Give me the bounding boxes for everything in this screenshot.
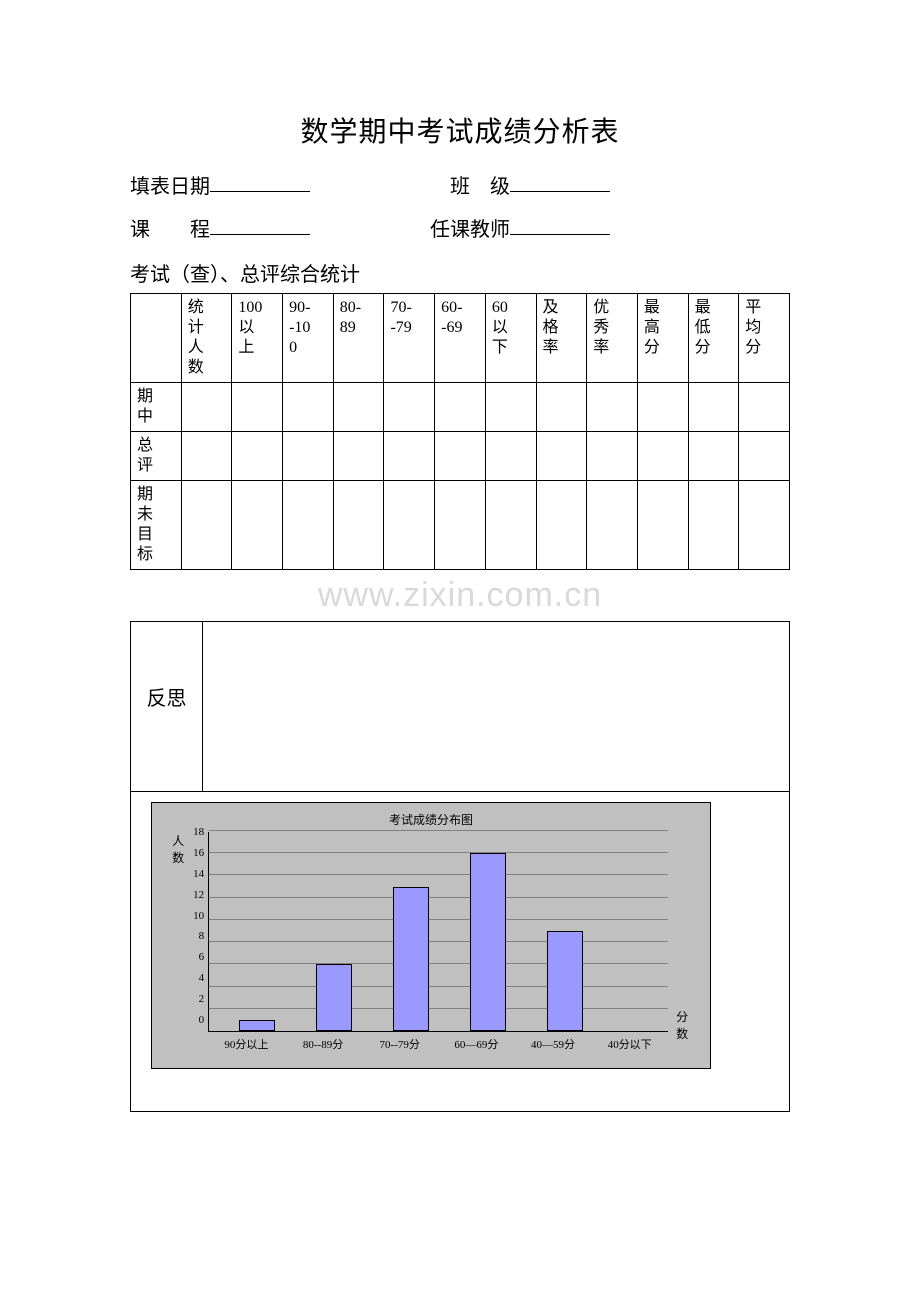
date-label: 填表日期: [130, 170, 210, 199]
class-blank[interactable]: [510, 170, 610, 192]
chart-bar: [393, 887, 429, 1031]
reflect-body[interactable]: [203, 622, 790, 792]
stats-cell[interactable]: [485, 481, 536, 570]
stats-cell[interactable]: [333, 383, 384, 432]
table-row: 期未目标: [131, 481, 790, 570]
stats-row-header: 期未目标: [131, 481, 182, 570]
stats-cell[interactable]: [435, 432, 486, 481]
course-label: 课 程: [130, 213, 210, 242]
stats-cell[interactable]: [688, 383, 739, 432]
date-blank[interactable]: [210, 170, 310, 192]
watermark: www.zixin.com.cn: [130, 576, 790, 615]
chart-bar: [470, 853, 506, 1031]
stats-col-header: 统计人数: [181, 294, 232, 383]
info-row-2: 课 程 任课教师: [130, 213, 790, 242]
stats-cell[interactable]: [283, 383, 334, 432]
chart-xlabel: 分数: [676, 1008, 698, 1052]
stats-cell[interactable]: [181, 481, 232, 570]
stats-cell[interactable]: [181, 383, 232, 432]
stats-col-header: 优秀率: [587, 294, 638, 383]
chart-bar: [239, 1020, 275, 1031]
table-row: 期中: [131, 383, 790, 432]
stats-cell[interactable]: [536, 481, 587, 570]
class-label: 班 级: [450, 170, 510, 199]
chart-cell: 考试成绩分布图 人数 181614121086420 90分以上80--89分7…: [131, 792, 790, 1112]
stats-cell[interactable]: [485, 432, 536, 481]
stats-row-header: 总评: [131, 432, 182, 481]
stats-col-header: 80-89: [333, 294, 384, 383]
stats-cell[interactable]: [333, 481, 384, 570]
page-title: 数学期中考试成绩分析表: [130, 110, 790, 150]
stats-cell[interactable]: [333, 432, 384, 481]
reflect-label: 反思: [131, 622, 203, 792]
stats-col-header: 60--69: [435, 294, 486, 383]
teacher-blank[interactable]: [510, 213, 610, 235]
stats-col-header: 最低分: [688, 294, 739, 383]
teacher-label: 任课教师: [430, 213, 510, 242]
stats-cell[interactable]: [637, 481, 688, 570]
reflect-table: 反思 考试成绩分布图 人数 181614121086420 90分以上80--8…: [130, 621, 790, 1112]
stats-cell[interactable]: [232, 383, 283, 432]
stats-col-header: 90--100: [283, 294, 334, 383]
chart-plot-area: [208, 832, 668, 1032]
stats-cell[interactable]: [739, 383, 790, 432]
stats-col-header: 及格率: [536, 294, 587, 383]
stats-cell[interactable]: [232, 481, 283, 570]
section-label: 考试（查）、总评综合统计: [130, 258, 790, 287]
stats-cell[interactable]: [637, 432, 688, 481]
stats-col-header: 70--79: [384, 294, 435, 383]
table-row: 总评: [131, 432, 790, 481]
stats-cell[interactable]: [384, 383, 435, 432]
stats-col-header: 100以上: [232, 294, 283, 383]
chart-xtick: 40—59分: [515, 1036, 592, 1052]
stats-cell[interactable]: [536, 432, 587, 481]
chart-ylabel: 人数: [164, 832, 186, 1052]
stats-col-header: 60以下: [485, 294, 536, 383]
stats-cell[interactable]: [435, 481, 486, 570]
stats-cell[interactable]: [739, 481, 790, 570]
document-page: 数学期中考试成绩分析表 填表日期 班 级 课 程 任课教师 考试（查）、总评综合…: [0, 0, 920, 1172]
info-row-1: 填表日期 班 级: [130, 170, 790, 199]
stats-cell[interactable]: [283, 432, 334, 481]
chart-xtick: 80--89分: [285, 1036, 362, 1052]
chart-bar: [316, 964, 352, 1031]
stats-cell[interactable]: [485, 383, 536, 432]
stats-cell[interactable]: [637, 383, 688, 432]
chart-xlabels: 90分以上80--89分70--79分60—69分40—59分40分以下: [208, 1032, 668, 1052]
distribution-chart: 考试成绩分布图 人数 181614121086420 90分以上80--89分7…: [151, 802, 711, 1069]
chart-xtick: 60—69分: [438, 1036, 515, 1052]
stats-cell[interactable]: [587, 383, 638, 432]
chart-title: 考试成绩分布图: [164, 811, 698, 828]
stats-table: 统计人数100以上90--10080-8970--7960--6960以下及格率…: [130, 293, 790, 570]
stats-cell[interactable]: [283, 481, 334, 570]
stats-cell[interactable]: [181, 432, 232, 481]
chart-xtick: 90分以上: [208, 1036, 285, 1052]
chart-bar: [547, 931, 583, 1031]
stats-row-header: 期中: [131, 383, 182, 432]
stats-cell[interactable]: [739, 432, 790, 481]
chart-xtick: 70--79分: [361, 1036, 438, 1052]
stats-cell[interactable]: [536, 383, 587, 432]
stats-cell[interactable]: [384, 432, 435, 481]
stats-cell[interactable]: [587, 432, 638, 481]
chart-yticks: 181614121086420: [186, 826, 208, 1026]
stats-cell[interactable]: [688, 481, 739, 570]
stats-cell[interactable]: [587, 481, 638, 570]
stats-cell[interactable]: [688, 432, 739, 481]
stats-col-header: 平均分: [739, 294, 790, 383]
stats-cell[interactable]: [435, 383, 486, 432]
stats-col-header: [131, 294, 182, 383]
chart-xtick: 40分以下: [591, 1036, 668, 1052]
stats-cell[interactable]: [232, 432, 283, 481]
stats-cell[interactable]: [384, 481, 435, 570]
stats-col-header: 最高分: [637, 294, 688, 383]
course-blank[interactable]: [210, 213, 310, 235]
stats-header-row: 统计人数100以上90--10080-8970--7960--6960以下及格率…: [131, 294, 790, 383]
